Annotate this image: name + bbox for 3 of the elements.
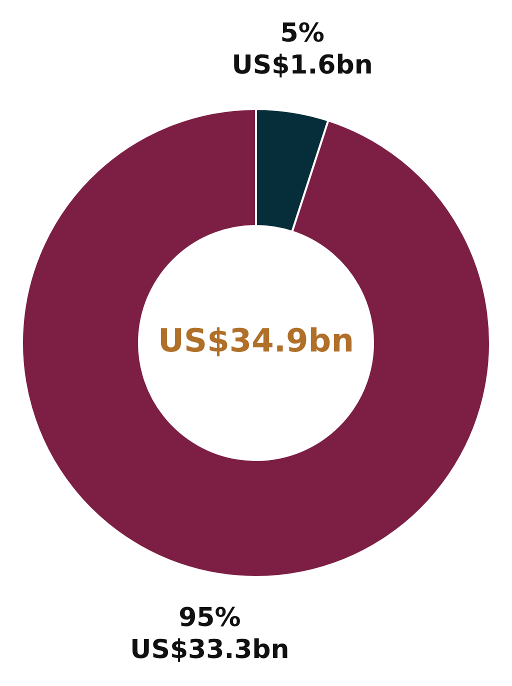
- data-label: 5% US$1.6bn: [232, 18, 373, 80]
- text: US$34.9bn: [158, 321, 354, 360]
- data-label: 95% US$33.3bn: [130, 603, 290, 666]
